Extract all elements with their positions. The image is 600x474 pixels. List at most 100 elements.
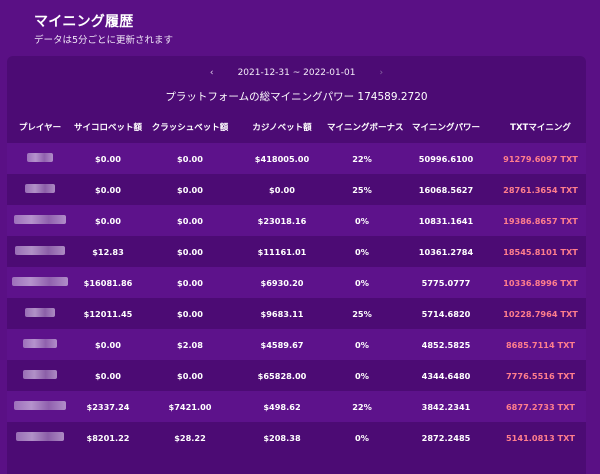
player-name-redacted xyxy=(25,184,55,193)
dice-bet-cell: $0.00 xyxy=(95,153,121,164)
date-range: 2021-12-31 ~ 2022-01-01 xyxy=(237,68,356,78)
txt-mining-cell: 10228.7964 TXT xyxy=(503,308,578,319)
mining-bonus-cell: 0% xyxy=(355,432,369,443)
player-name-redacted xyxy=(14,401,66,410)
player-cell xyxy=(7,339,73,350)
txt-mining-cell: 5141.0813 TXT xyxy=(505,432,576,443)
table-row: $16081.86 $0.00 $6930.20 0% 5775.0777 10336.8… xyxy=(7,267,586,298)
header-txt-mining: TXTマイニング xyxy=(510,123,571,133)
mining-power-cell: 4852.5825 xyxy=(421,339,471,350)
player-cell xyxy=(7,215,73,226)
date-navigator: ‹ 2021-12-31 ~ 2022-01-01 › xyxy=(7,68,586,78)
casino-bet-cell: $0.00 xyxy=(269,184,295,195)
mining-bonus-cell: 0% xyxy=(355,246,369,257)
casino-bet-cell: $6930.20 xyxy=(260,277,304,288)
mining-panel: ‹ 2021-12-31 ~ 2022-01-01 › プラットフォームの総マイ… xyxy=(7,56,586,474)
txt-mining-cell: 10336.8996 TXT xyxy=(503,277,578,288)
mining-bonus-cell: 25% xyxy=(352,308,372,319)
casino-bet-cell: $65828.00 xyxy=(257,370,307,381)
mining-power-cell: 10831.1641 xyxy=(418,215,474,226)
crash-bet-cell: $0.00 xyxy=(177,184,203,195)
table-header: プレイヤー サイコロベット額 クラッシュベット額 カジノベット額 マイニングボー… xyxy=(7,118,586,138)
chevron-right-icon[interactable]: › xyxy=(379,68,384,78)
player-cell xyxy=(7,432,73,443)
dice-bet-cell: $12.83 xyxy=(92,246,124,257)
table-row: $8201.22 $28.22 $208.38 0% 2872.2485 5141.081… xyxy=(7,422,586,453)
casino-bet-cell: $498.62 xyxy=(263,401,301,412)
mining-power-cell: 5714.6820 xyxy=(421,308,471,319)
casino-bet-cell: $208.38 xyxy=(263,432,301,443)
casino-bet-cell: $11161.01 xyxy=(257,246,307,257)
crash-bet-cell: $7421.00 xyxy=(168,401,212,412)
txt-mining-cell: 19386.8657 TXT xyxy=(503,215,578,226)
mining-power-cell: 3842.2341 xyxy=(421,401,471,412)
table-row: $0.00 $0.00 $418005.00 22% 50996.6100 91279.6… xyxy=(7,143,586,174)
casino-bet-cell: $4589.67 xyxy=(260,339,304,350)
mining-bonus-cell: 0% xyxy=(355,215,369,226)
player-cell xyxy=(7,246,73,257)
player-cell xyxy=(7,370,73,381)
player-name-redacted xyxy=(14,215,66,224)
total-mining-power: プラットフォームの総マイニングパワー 174589.2720 xyxy=(165,91,428,103)
casino-bet-cell: $23018.16 xyxy=(257,215,307,226)
header-crash-bet: クラッシュベット額 xyxy=(151,123,229,133)
crash-bet-cell: $0.00 xyxy=(177,246,203,257)
table-row: $0.00 $0.00 $0.00 25% 16068.5627 28761.3654 T… xyxy=(7,174,586,205)
casino-bet-cell: $418005.00 xyxy=(254,153,310,164)
chevron-left-icon[interactable]: ‹ xyxy=(209,68,214,78)
dice-bet-cell: $0.00 xyxy=(95,339,121,350)
player-cell xyxy=(7,277,73,288)
mining-power-cell: 4344.6480 xyxy=(421,370,471,381)
player-cell xyxy=(7,153,73,164)
mining-bonus-cell: 22% xyxy=(352,153,372,164)
crash-bet-cell: $0.00 xyxy=(177,370,203,381)
player-name-redacted xyxy=(16,432,64,441)
crash-bet-cell: $0.00 xyxy=(177,308,203,319)
crash-bet-cell: $0.00 xyxy=(177,277,203,288)
table-row: $0.00 $0.00 $65828.00 0% 4344.6480 7776.5516 … xyxy=(7,360,586,391)
header-casino-bet: カジノベット額 xyxy=(252,123,312,133)
player-name-redacted xyxy=(25,308,55,317)
player-cell xyxy=(7,308,73,319)
header-mining-bonus: マイニングボーナス xyxy=(327,123,404,133)
mining-bonus-cell: 0% xyxy=(355,339,369,350)
dice-bet-cell: $2337.24 xyxy=(86,401,130,412)
mining-power-cell: 16068.5627 xyxy=(418,184,474,195)
page-subtitle: データは5分ごとに更新されます xyxy=(34,35,174,46)
mining-power-cell: 5775.0777 xyxy=(421,277,471,288)
dice-bet-cell: $12011.45 xyxy=(83,308,133,319)
mining-bonus-cell: 0% xyxy=(355,277,369,288)
player-name-redacted xyxy=(23,370,57,379)
player-name-redacted xyxy=(15,246,65,255)
crash-bet-cell: $0.00 xyxy=(177,215,203,226)
player-name-redacted xyxy=(12,277,68,286)
player-cell xyxy=(7,184,73,195)
txt-mining-cell: 28761.3654 TXT xyxy=(503,184,578,195)
table-row: $12.83 $0.00 $11161.01 0% 10361.2784 18545.81… xyxy=(7,236,586,267)
crash-bet-cell: $2.08 xyxy=(177,339,203,350)
casino-bet-cell: $9683.11 xyxy=(260,308,304,319)
table-row: $0.00 $2.08 $4589.67 0% 4852.5825 8685.7114 T… xyxy=(7,329,586,360)
dice-bet-cell: $0.00 xyxy=(95,215,121,226)
player-cell xyxy=(7,401,73,412)
header-mining-power: マイニングパワー xyxy=(411,123,480,133)
mining-power-cell: 10361.2784 xyxy=(418,246,474,257)
table-row: $12011.45 $0.00 $9683.11 25% 5714.6820 10228.… xyxy=(7,298,586,329)
txt-mining-cell: 91279.6097 TXT xyxy=(503,153,578,164)
txt-mining-cell: 6877.2733 TXT xyxy=(505,401,576,412)
player-name-redacted xyxy=(23,339,57,348)
crash-bet-cell: $0.00 xyxy=(177,153,203,164)
table-row: $0.00 $0.00 $23018.16 0% 10831.1641 19386.865… xyxy=(7,205,586,236)
table-row: $2337.24 $7421.00 $498.62 22% 3842.2341 6877.… xyxy=(7,391,586,422)
txt-mining-cell: 7776.5516 TXT xyxy=(505,370,576,381)
mining-power-cell: 2872.2485 xyxy=(421,432,471,443)
mining-bonus-cell: 22% xyxy=(352,401,372,412)
header-dice-bet: サイコロベット額 xyxy=(73,123,142,133)
page-title: マイニング履歴 xyxy=(34,14,134,30)
table-body: $0.00 $0.00 $418005.00 22% 50996.6100 91279.6… xyxy=(7,143,586,453)
player-name-redacted xyxy=(27,153,53,162)
dice-bet-cell: $0.00 xyxy=(95,184,121,195)
dice-bet-cell: $0.00 xyxy=(95,370,121,381)
txt-mining-cell: 18545.8101 TXT xyxy=(503,246,578,257)
